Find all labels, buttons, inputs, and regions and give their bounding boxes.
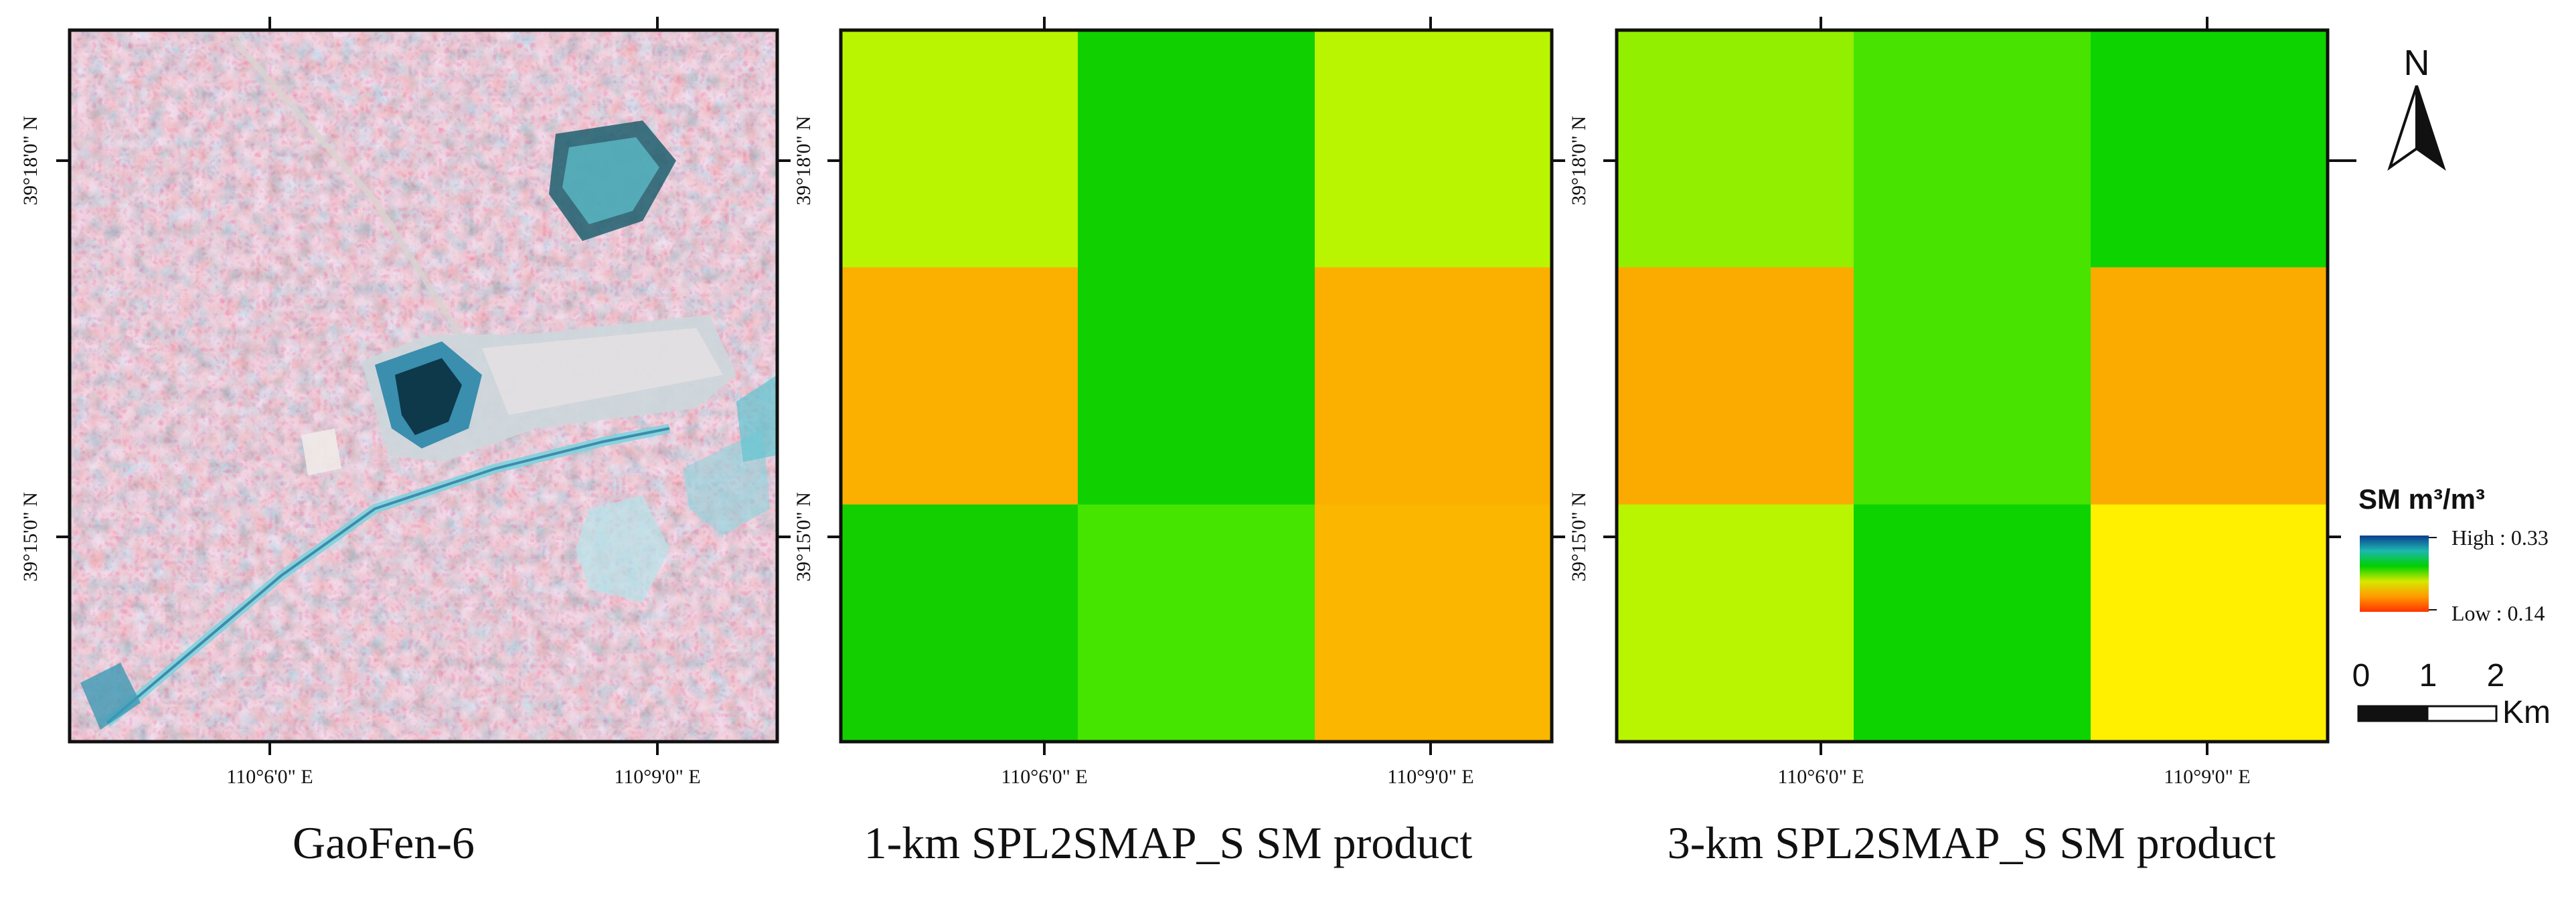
scale-label-2: 2 xyxy=(2487,658,2505,693)
scale-label-1: 1 xyxy=(2419,658,2437,693)
north-label: N xyxy=(2404,43,2430,83)
scale-bar: 0 1 2 Km xyxy=(2352,658,2551,730)
smap-1km-frame xyxy=(839,28,1554,744)
legend-high-label: High : 0.33 xyxy=(2451,525,2549,550)
grid-cell xyxy=(841,30,1078,268)
lon-label-left: 110°6'0" E xyxy=(226,766,313,788)
lat-label-bottom: 39°15'0" N xyxy=(19,492,42,582)
panel-caption: 1-km SPL2SMAP_S SM product xyxy=(864,817,1473,868)
lat-label-top: 39°18'0" N xyxy=(1568,116,1590,206)
lon-label-right: 110°9'0" E xyxy=(1387,766,1473,788)
sm-grid-1km xyxy=(841,30,1552,742)
smap-3km-frame xyxy=(1615,28,2330,744)
lat-label-top: 39°18'0" N xyxy=(19,116,42,206)
scale-label-0: 0 xyxy=(2352,658,2370,693)
panel-smap-3km: 39°18'0" N 39°15'0" N 110°6'0" E 110°9'0… xyxy=(1568,17,2356,868)
legend-gradient xyxy=(2360,536,2429,612)
grid-cell xyxy=(1617,267,1854,505)
lon-label-right: 110°9'0" E xyxy=(614,766,700,788)
lon-label-left: 110°6'0" E xyxy=(1777,766,1864,788)
panel-caption: 3-km SPL2SMAP_S SM product xyxy=(1668,817,2276,868)
grid-cell xyxy=(1854,267,2091,505)
grid-cell xyxy=(1078,30,1315,268)
lat-label-bottom: 39°15'0" N xyxy=(1568,492,1590,582)
legend: SM m³/m³ High : 0.33 Low : 0.14 xyxy=(2358,483,2549,625)
grid-cell xyxy=(841,267,1078,505)
grid-cell xyxy=(1078,504,1315,742)
grid-cell xyxy=(1854,30,2091,268)
legend-title: SM m³/m³ xyxy=(2358,483,2485,515)
grid-cell xyxy=(841,504,1078,742)
grid-cell xyxy=(1315,504,1552,742)
panel-caption: GaoFen-6 xyxy=(293,817,475,868)
grid-cell xyxy=(2091,504,2328,742)
grid-cell xyxy=(1617,504,1854,742)
gaofen-frame xyxy=(68,28,779,744)
lon-label-right: 110°9'0" E xyxy=(2164,766,2250,788)
legend-low-label: Low : 0.14 xyxy=(2451,601,2545,625)
grid-cell xyxy=(2091,267,2328,505)
grid-cell xyxy=(2091,30,2328,268)
gaofen-image xyxy=(70,30,777,742)
lat-label-top: 39°18'0" N xyxy=(793,116,815,206)
grid-cell xyxy=(1854,504,2091,742)
grid-cell xyxy=(1078,267,1315,505)
grid-cell xyxy=(1315,267,1552,505)
grid-cell xyxy=(1617,30,1854,268)
panel-smap-1km: 39°18'0" N 39°15'0" N 110°6'0" E 110°9'0… xyxy=(793,17,1565,868)
panel-gaofen: 39°18'0" N 39°15'0" N 110°6'0" E 110°9'0… xyxy=(19,17,791,868)
north-arrow: N xyxy=(2387,43,2446,171)
lon-label-left: 110°6'0" E xyxy=(1001,766,1087,788)
grid-cell xyxy=(1315,30,1552,268)
lat-label-bottom: 39°15'0" N xyxy=(793,492,815,582)
sm-grid-3km xyxy=(1617,30,2328,742)
scale-unit: Km xyxy=(2502,695,2551,730)
